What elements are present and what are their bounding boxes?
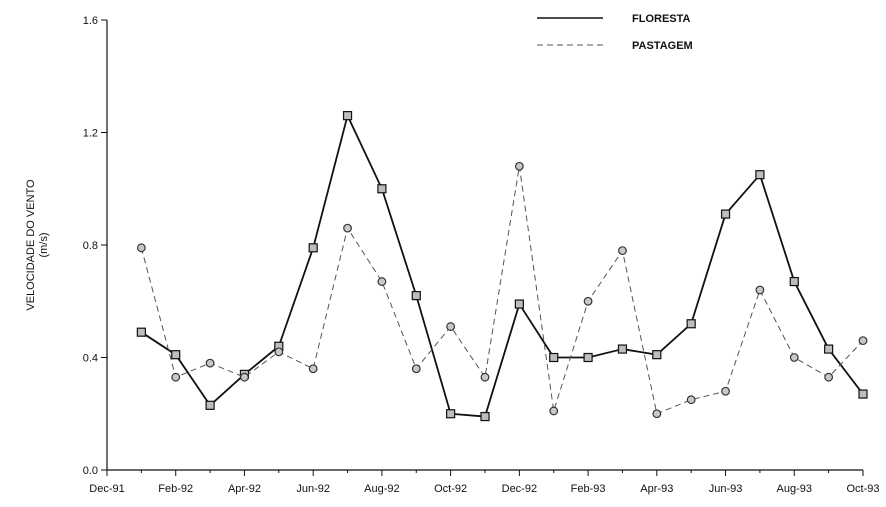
data-point-floresta	[205, 400, 215, 410]
y-tick-label: 0.4	[83, 353, 98, 365]
data-point-pastagem	[480, 372, 490, 382]
data-point-pastagem	[686, 395, 696, 405]
data-point-floresta	[720, 209, 731, 219]
data-point-floresta	[617, 344, 628, 354]
data-point-pastagem	[652, 409, 662, 419]
y-tick-label: 0.8	[83, 240, 98, 252]
data-point-floresta	[652, 350, 662, 360]
data-point-pastagem	[411, 364, 421, 374]
data-point-floresta	[446, 409, 456, 419]
data-point-floresta	[171, 350, 181, 360]
data-point-pastagem	[721, 386, 730, 396]
y-axis-unit: (m/s)	[38, 232, 50, 257]
y-tick-label: 1.2	[83, 128, 98, 140]
data-point-floresta	[514, 299, 524, 309]
y-tick-label: 0.0	[83, 465, 98, 477]
x-tick-label: Feb-93	[571, 483, 606, 495]
data-point-pastagem	[824, 372, 834, 382]
data-point-pastagem	[514, 161, 524, 171]
data-point-floresta	[755, 170, 765, 180]
data-point-pastagem	[308, 364, 318, 374]
data-point-pastagem	[171, 372, 181, 382]
x-tick-label: Dec-92	[502, 483, 537, 495]
data-point-pastagem	[274, 347, 284, 357]
x-tick-label: Feb-92	[158, 483, 193, 495]
data-point-pastagem	[377, 277, 387, 286]
axes: 0.0 0.4 0.8 1.2 1.6 Dec-91 Feb-92 Apr-92 Jun-92 A…	[83, 15, 880, 495]
data-point-pastagem	[583, 296, 593, 306]
legend-label-floresta: FLORESTA	[632, 13, 691, 25]
data-point-pastagem	[618, 246, 627, 256]
data-point-pastagem	[858, 336, 868, 346]
series-layer	[136, 111, 868, 422]
data-point-pastagem	[755, 285, 765, 295]
series-floresta	[136, 111, 868, 422]
series-line-floresta	[140, 114, 864, 418]
data-point-pastagem	[789, 353, 799, 362]
data-point-pastagem	[549, 406, 559, 416]
data-point-floresta	[858, 389, 868, 399]
data-point-pastagem	[446, 322, 456, 331]
data-point-floresta	[377, 184, 387, 194]
x-tick-label: Jun-93	[709, 483, 743, 495]
data-point-floresta	[411, 291, 421, 301]
x-tick-label: Oct-93	[846, 483, 879, 495]
data-point-floresta	[824, 344, 834, 354]
data-point-floresta	[789, 276, 799, 287]
series-pastagem	[136, 161, 868, 419]
data-point-pastagem	[343, 223, 352, 233]
data-point-pastagem	[136, 243, 146, 253]
y-axis-title: VELOCIDADE DO VENTO	[25, 179, 37, 311]
x-tick-label: Jun-92	[296, 483, 330, 495]
x-tick-label: Apr-93	[640, 483, 673, 495]
data-point-pastagem	[205, 358, 215, 368]
data-point-floresta	[308, 243, 318, 253]
x-tick-label: Oct-92	[434, 483, 467, 495]
y-axis-title-group: VELOCIDADE DO VENTO (m/s)	[25, 179, 50, 311]
y-tick-label: 1.6	[83, 15, 98, 27]
x-tick-label: Aug-92	[364, 483, 399, 495]
data-point-floresta	[686, 319, 696, 329]
data-point-floresta	[549, 352, 559, 363]
data-point-floresta	[136, 327, 146, 337]
legend: FLORESTA PASTAGEM	[537, 13, 693, 52]
x-tick-label: Dec-91	[89, 483, 124, 495]
legend-label-pastagem: PASTAGEM	[632, 40, 693, 52]
data-point-floresta	[480, 411, 490, 422]
data-point-floresta	[583, 352, 593, 363]
x-tick-label: Aug-93	[777, 483, 812, 495]
data-point-floresta	[342, 111, 353, 121]
series-line-pastagem	[140, 165, 864, 415]
data-point-pastagem	[240, 372, 249, 382]
x-tick-label: Apr-92	[228, 483, 261, 495]
